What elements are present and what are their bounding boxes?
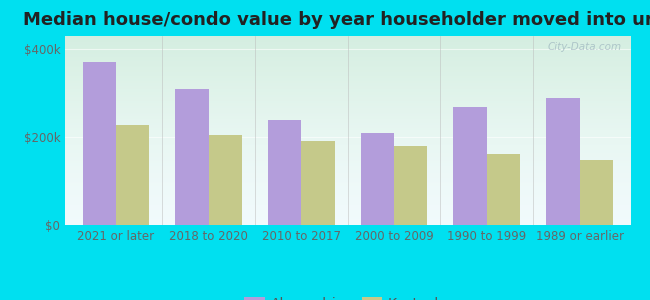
Bar — [580, 160, 613, 225]
Text: City-Data.com: City-Data.com — [548, 42, 622, 52]
Bar — [209, 135, 242, 225]
Bar — [394, 146, 428, 225]
Title: Median house/condo value by year householder moved into unit: Median house/condo value by year househo… — [23, 11, 650, 29]
Bar — [546, 98, 580, 225]
Bar — [268, 119, 302, 225]
Bar — [361, 133, 394, 225]
Bar — [454, 107, 487, 225]
Bar — [176, 89, 209, 225]
Bar — [487, 154, 520, 225]
Legend: Alexandria, Kentucky: Alexandria, Kentucky — [239, 291, 457, 300]
Bar — [302, 141, 335, 225]
Bar — [116, 125, 150, 225]
Bar — [83, 62, 116, 225]
